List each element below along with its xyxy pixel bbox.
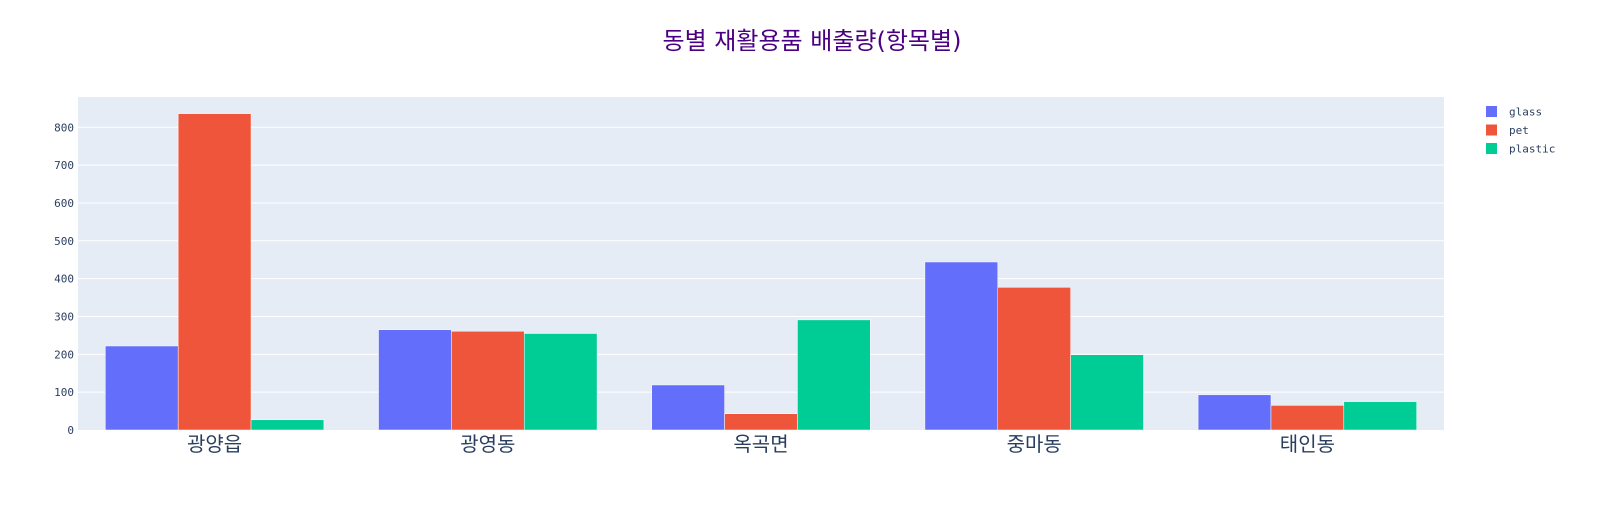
gridlines bbox=[78, 126, 1444, 393]
x-tick-label: 광양읍 bbox=[187, 432, 242, 456]
legend-label-glass: glass bbox=[1509, 106, 1542, 119]
legend-swatch-pet bbox=[1486, 124, 1497, 136]
bar-glass-5 bbox=[1197, 394, 1272, 431]
y-tick-label: 0 bbox=[67, 424, 74, 437]
legend-label-plastic: plastic bbox=[1509, 143, 1555, 156]
y-tick-label: 500 bbox=[54, 235, 74, 248]
x-axis-ticks: 광양읍 광영동 옥곡면 중마동 태인동 bbox=[187, 432, 1335, 456]
legend-swatch-glass bbox=[1486, 106, 1497, 117]
bar-plastic-3 bbox=[797, 319, 871, 431]
y-tick-label: 600 bbox=[54, 197, 74, 210]
y-tick-label: 100 bbox=[54, 386, 74, 399]
y-axis-ticks: 0 100 200 300 400 500 600 700 800 bbox=[54, 121, 74, 437]
bars bbox=[105, 113, 1417, 431]
y-tick-label: 400 bbox=[54, 273, 74, 286]
bar-glass-1 bbox=[105, 345, 179, 431]
bar-plastic-4 bbox=[1070, 354, 1144, 431]
bar-plastic-1 bbox=[250, 419, 325, 431]
y-tick-label: 800 bbox=[54, 121, 74, 134]
bar-glass-4 bbox=[924, 261, 999, 431]
y-tick-label: 700 bbox=[54, 159, 74, 172]
bar-pet-4 bbox=[997, 287, 1071, 431]
bar-plastic-2 bbox=[523, 333, 598, 431]
chart-title: 동별 재활용품 배출량(항목별) bbox=[663, 27, 962, 55]
plot-area bbox=[78, 97, 1444, 430]
bar-plastic-5 bbox=[1343, 401, 1417, 431]
bar-pet-1 bbox=[177, 113, 252, 431]
y-tick-label: 300 bbox=[54, 310, 74, 323]
bar-glass-3 bbox=[651, 384, 725, 431]
x-tick-label: 옥곡면 bbox=[733, 432, 788, 456]
bar-pet-2 bbox=[451, 330, 525, 431]
bar-pet-5 bbox=[1270, 405, 1345, 431]
bar-glass-2 bbox=[378, 329, 452, 431]
legend-swatch-plastic bbox=[1486, 143, 1497, 154]
legend: glass pet plastic bbox=[1486, 106, 1555, 156]
legend-label-pet: pet bbox=[1509, 124, 1529, 137]
bar-pet-3 bbox=[724, 413, 798, 431]
x-tick-label: 중마동 bbox=[1007, 432, 1062, 456]
x-tick-label: 태인동 bbox=[1280, 432, 1335, 456]
y-tick-label: 200 bbox=[54, 348, 74, 361]
x-tick-label: 광영동 bbox=[460, 432, 515, 456]
